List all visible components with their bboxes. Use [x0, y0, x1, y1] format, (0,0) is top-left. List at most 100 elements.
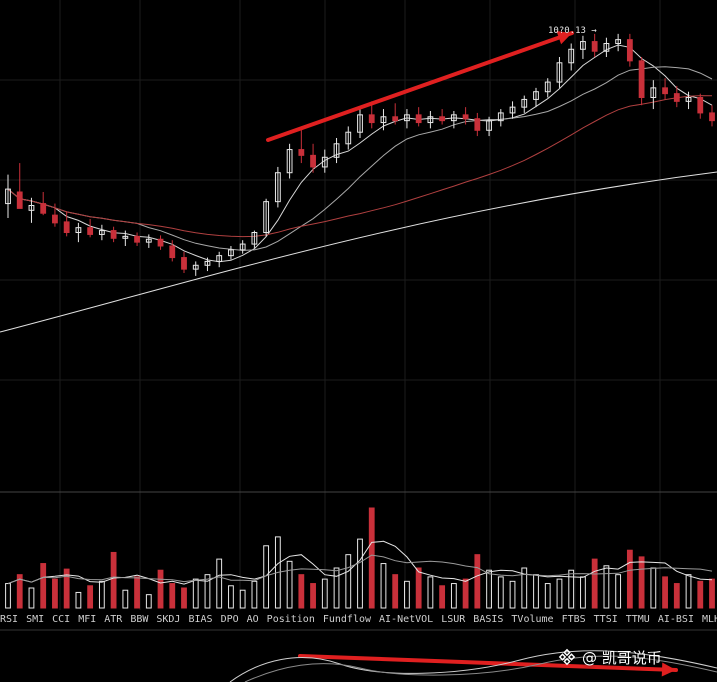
candle-body-9 — [110, 230, 117, 239]
indicator-tab-fundflow[interactable]: Fundflow — [322, 614, 372, 625]
candle-body-20 — [239, 243, 246, 251]
candle-body-42 — [497, 112, 504, 122]
candle-body-24 — [286, 149, 293, 174]
candle-body-34 — [404, 114, 410, 122]
indicator-tab-ftbs[interactable]: FTBS — [561, 614, 586, 625]
candle-body-60 — [709, 112, 715, 122]
candle-body-27 — [321, 156, 328, 168]
candle-body-52 — [615, 39, 622, 44]
indicator-tab-ai-bsi[interactable]: AI-BSI — [657, 614, 694, 625]
sub-indicator-pane — [229, 650, 717, 682]
volume-bar-41 — [486, 569, 492, 609]
indicator-tab-smi[interactable]: SMI — [26, 614, 45, 625]
candle-body-13 — [157, 238, 164, 247]
candle-body-30 — [357, 114, 363, 133]
indicator-tab-bias[interactable]: BIAS — [188, 614, 213, 625]
indicator-tab-mfi[interactable]: MFI — [78, 614, 97, 625]
candle-body-8 — [98, 230, 105, 235]
candle-body-44 — [521, 98, 528, 108]
candle-body-31 — [368, 114, 375, 124]
indicator-tab-bar: RSI SMI CCI MFI ATR BBW SKDJ BIAS DPO AO Position F… — [0, 611, 717, 629]
candle-body-37 — [439, 116, 446, 122]
volume-bar-18 — [216, 558, 223, 609]
candle-body-36 — [427, 116, 434, 124]
volume-bar-26 — [310, 583, 316, 609]
sub-line-b — [244, 655, 717, 682]
indicator-tab-lsur[interactable]: LSUR — [441, 614, 466, 625]
candle-body-22 — [263, 201, 270, 233]
candle-body-0 — [5, 188, 11, 205]
volume-bar-14 — [169, 583, 176, 609]
volume-bar-49 — [580, 576, 586, 609]
candle-body-41 — [486, 120, 492, 131]
volume-bar-5 — [63, 568, 70, 609]
volume-bar-55 — [650, 567, 657, 609]
volume-bar-16 — [192, 578, 199, 609]
volume-bar-36 — [427, 576, 434, 609]
volume-bar-11 — [134, 576, 140, 609]
candle-body-26 — [310, 154, 316, 168]
volume-bar-30 — [357, 538, 363, 609]
volume-bar-33 — [392, 574, 399, 609]
volume-bar-9 — [110, 551, 117, 609]
indicator-tab-skdj[interactable]: SKDJ — [156, 614, 181, 625]
candle-body-57 — [673, 93, 680, 102]
volume-bar-34 — [404, 580, 410, 609]
candle-body-56 — [662, 87, 668, 95]
binance-diamond-icon — [558, 648, 576, 666]
ma-long-line — [0, 171, 717, 333]
candle-body-3 — [40, 203, 47, 214]
trend-arrow-price-shaft — [266, 31, 574, 142]
candle-body-1 — [16, 191, 23, 209]
volume-bar-17 — [204, 574, 211, 609]
indicator-tab-ttmu[interactable]: TTMU — [625, 614, 650, 625]
candle-body-11 — [134, 235, 140, 243]
volume-bar-52 — [615, 574, 622, 609]
indicator-tab-position[interactable]: Position — [266, 614, 315, 625]
candle-body-58 — [685, 97, 692, 102]
indicator-tab-tvolume[interactable]: TVolume — [511, 614, 554, 625]
candle-body-49 — [580, 41, 586, 50]
volume-bar-37 — [439, 585, 446, 609]
indicator-tab-bbw[interactable]: BBW — [130, 614, 149, 625]
candle-body-51 — [603, 43, 610, 52]
volume-bar-47 — [556, 578, 563, 609]
ma-mid-line — [7, 66, 713, 251]
watermark-text: @ 凯哥说币 — [582, 648, 662, 667]
candle-body-12 — [145, 238, 152, 243]
candle-body-6 — [75, 227, 82, 234]
indicator-tab-ai-netvol[interactable]: AI-NetVOL — [379, 614, 434, 625]
moving-average-lines — [0, 44, 717, 333]
indicator-tab-ao[interactable]: AO — [246, 614, 259, 625]
volume-bar-6 — [75, 591, 82, 609]
volume-bar-20 — [239, 589, 246, 609]
volume-bar-25 — [298, 574, 305, 609]
candle-body-45 — [533, 91, 539, 100]
indicator-tab-ttsi[interactable]: TTSI — [593, 614, 618, 625]
ma-slow-line — [7, 95, 713, 238]
indicator-tab-basis[interactable]: BASIS — [473, 614, 504, 625]
volume-bar-2 — [28, 587, 35, 609]
volume-bar-10 — [122, 589, 129, 609]
volume-bar-24 — [286, 560, 293, 609]
indicator-tab-cci[interactable]: CCI — [52, 614, 71, 625]
candlestick-series — [5, 33, 715, 276]
indicator-tab-dpo[interactable]: DPO — [220, 614, 239, 625]
volume-bar-48 — [568, 569, 575, 609]
indicator-tab-atr[interactable]: ATR — [104, 614, 123, 625]
volume-bar-40 — [474, 554, 481, 609]
volume-bar-39 — [462, 578, 469, 609]
candle-body-18 — [216, 255, 223, 262]
candle-body-35 — [415, 114, 422, 124]
indicator-tab-mlh[interactable]: MLH — [701, 614, 717, 625]
volume-bar-58 — [685, 574, 692, 609]
volume-bar-31 — [368, 507, 375, 609]
candle-body-43 — [509, 106, 516, 114]
volume-bar-35 — [415, 567, 422, 609]
indicator-tab-rsi[interactable]: RSI — [0, 614, 19, 625]
candle-body-40 — [474, 118, 481, 131]
volume-bar-42 — [497, 576, 504, 609]
volume-bar-45 — [533, 574, 539, 609]
candle-body-54 — [638, 60, 645, 98]
